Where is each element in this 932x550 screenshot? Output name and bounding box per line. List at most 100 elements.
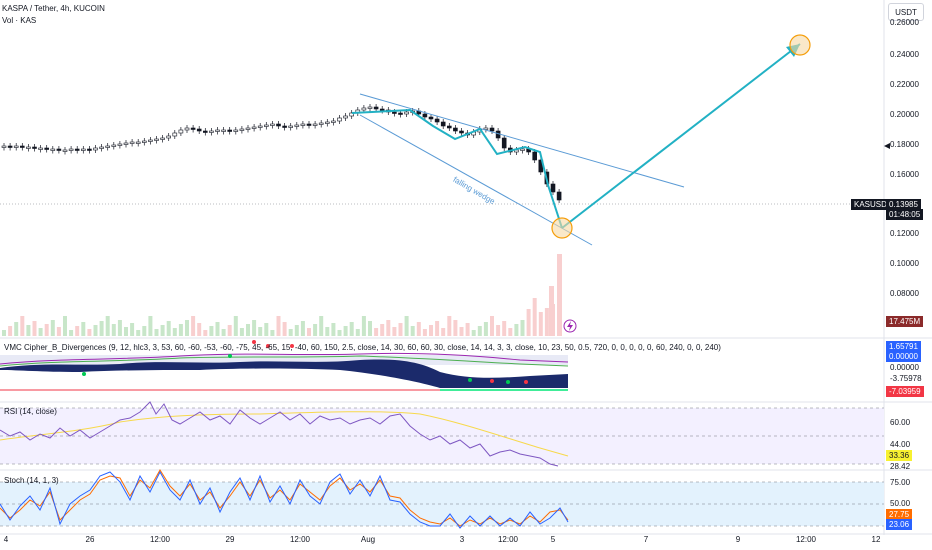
volume-bar [124,327,128,336]
time-axis-label: 12 [871,535,881,544]
candle-body [129,141,135,144]
volume-bar [221,329,226,336]
stoch-k-tag: 27.75 [886,509,913,520]
volume-bar [368,321,372,336]
candle-body [178,129,184,134]
volume-bar [185,320,189,336]
candle-body [221,129,226,132]
time-axis-label: 5 [550,535,556,544]
candle-body [19,145,25,148]
stoch-axis-label: 75.00 [890,478,911,487]
volume-bar [331,323,336,336]
volume-bar [532,298,537,336]
candle-body [453,127,458,132]
time-axis-label: 29 [225,535,235,544]
volume-bar [294,325,299,336]
volume-bar [361,316,366,336]
price-axis-label: 0.18000 [890,140,919,149]
candle-body [7,145,13,148]
volume-bar [233,316,238,336]
time-axis-label: 9 [735,535,741,544]
candle-body [446,125,452,129]
volume-value-tag: 17.475M [886,316,924,327]
volume-bar [197,323,202,336]
volume-bar [81,322,86,336]
candle-body [349,112,355,117]
candle-body [306,123,312,126]
countdown-tag: 01:48:05 [886,209,924,220]
volume-bar [14,322,19,336]
volume-bar [307,328,311,336]
price-axis-label: 0.24000 [890,50,919,59]
candle-body [459,130,464,134]
volume-bar [69,330,74,336]
candle-body [111,144,117,147]
volume-bar [447,316,452,336]
rsi-axis-label: 60.00 [890,418,911,427]
volume-bar [276,316,281,336]
volume-bar [374,328,379,336]
volume-bar [105,316,110,336]
volume-bar [557,254,562,336]
volume-bar [337,330,342,336]
volume-bar [172,328,177,336]
volume-bar [178,324,183,336]
candle-body [520,148,525,151]
candle-body [135,141,141,144]
symbol-title: KASPA / Tether, 4h, KUCOIN [2,4,105,13]
candle-body [190,127,196,130]
vmc-value: 0.00000 [886,351,921,362]
vmc-value: 0.00000 [890,363,919,372]
volume-bar [544,308,549,336]
volume-bar [252,320,257,336]
volume-bar [549,286,554,336]
candle-body [294,124,300,127]
candle-body [209,130,214,133]
vmc-pane [0,340,569,391]
volume-bar [32,321,37,336]
candle-body [263,124,269,127]
wedge-upper-line [359,93,685,188]
currency-button[interactable]: USDT [888,3,924,21]
time-axis-label: 12:00 [149,535,171,544]
volume-bar [26,325,31,336]
volume-bar [166,321,171,336]
time-axis-label: 12:00 [497,535,519,544]
candle-body [38,147,43,150]
volume-bar [343,326,348,336]
candle-body [184,127,190,131]
volume-bar [477,326,482,336]
candle-body [318,122,324,125]
volume-bar [270,330,275,336]
volume-bar [502,321,507,336]
candle-body [343,115,348,119]
volume-bar [136,330,141,336]
stoch-d-tag: 23.06 [886,519,913,530]
volume-bar [538,312,543,336]
candle-body [68,148,74,151]
volume-bar [435,321,440,336]
projection-arrow [561,43,801,229]
volume-bar [526,309,531,336]
vmc-title: VMC Cipher_B_Divergences (9, 12, hlc3, 3… [4,343,721,352]
volume-bar [288,329,293,336]
candle-body [56,148,62,151]
candle-body [367,106,373,109]
rsi-pane [0,401,884,467]
candle-body [123,142,129,145]
time-axis-label: 7 [643,535,649,544]
candle-body [93,147,98,151]
candle-body [428,116,434,120]
volume-bar [191,316,196,336]
volume-bar [130,323,135,336]
vmc-value: -7.03959 [886,386,924,397]
price-axis-label: 0.26000 [890,18,919,27]
candle-body [166,135,171,139]
volume-bar [392,327,397,336]
rsi-value-tag: 33.36 [886,450,913,461]
volume-bar [111,324,116,336]
volume-bar [2,330,6,336]
candle-body [142,140,147,143]
time-axis-label: 12:00 [289,535,311,544]
